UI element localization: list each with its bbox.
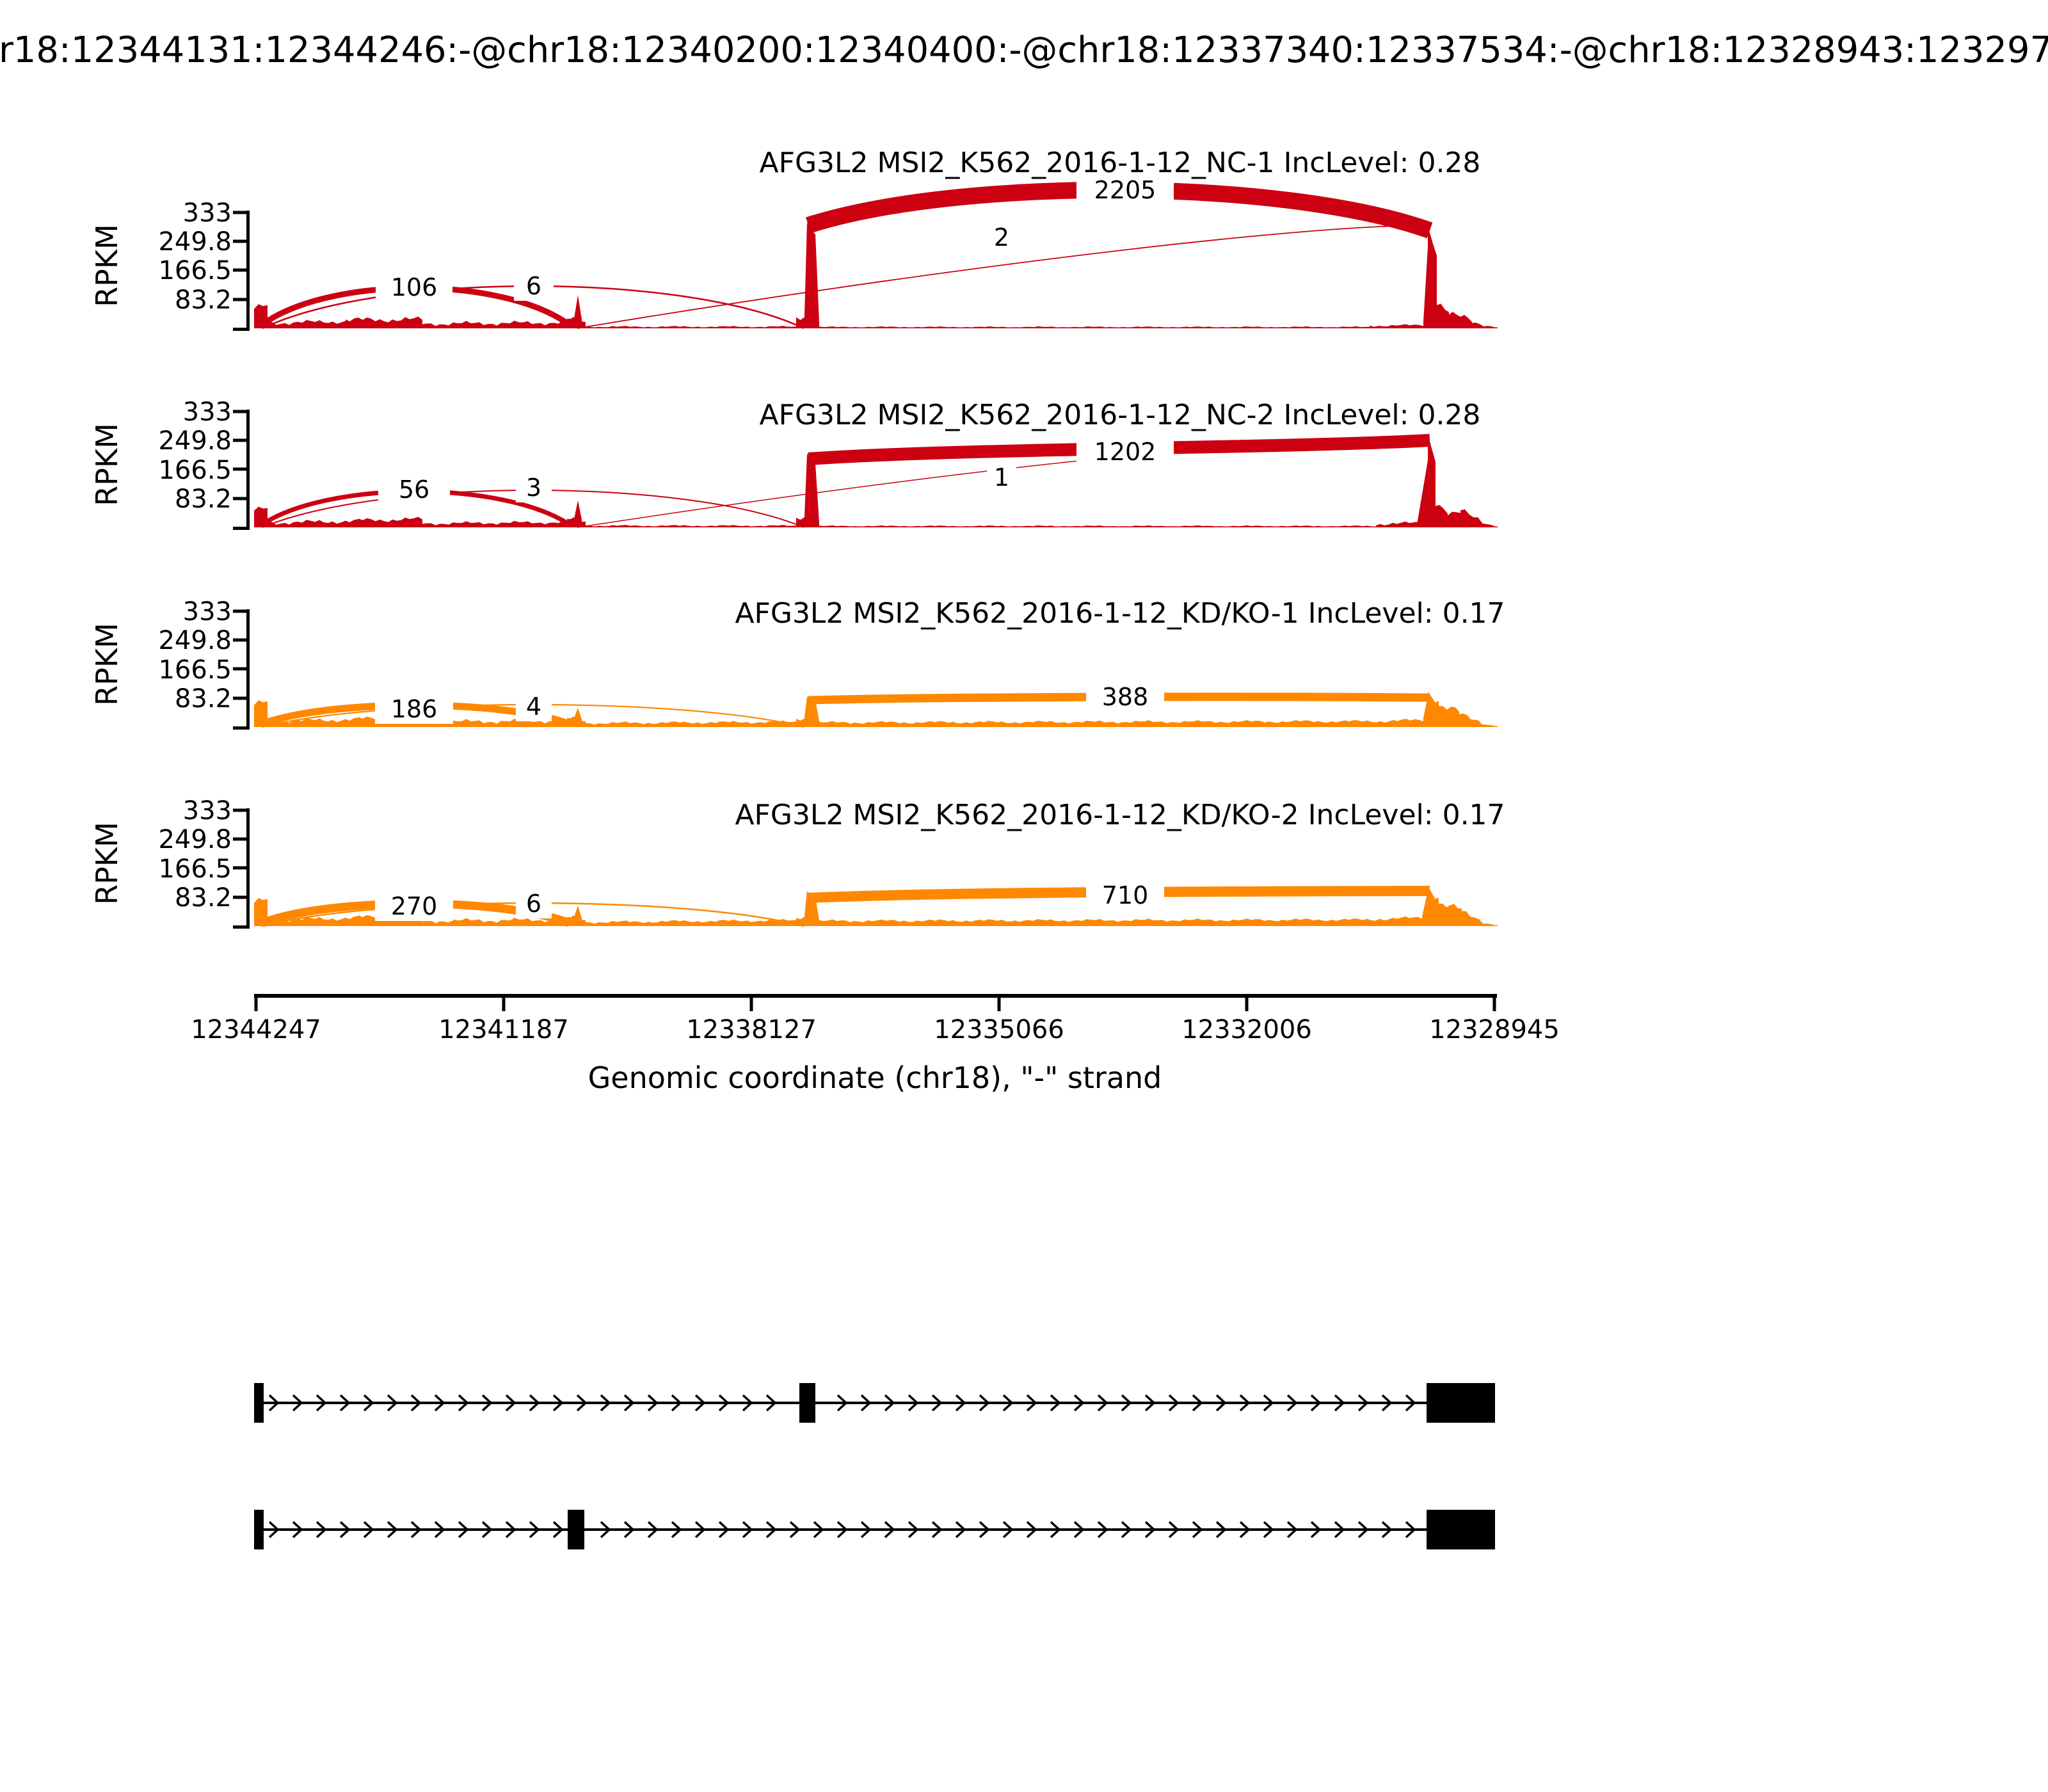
ytick-label: 249.8 bbox=[158, 825, 232, 854]
junction-count: 388 bbox=[1102, 683, 1149, 711]
ytick-label: 333 bbox=[183, 597, 232, 627]
track-title-kd1: AFG3L2 MSI2_K562_2016-1-12_KD/KO-1 IncLe… bbox=[735, 597, 1505, 630]
xtick-label: 12328945 bbox=[1429, 1015, 1560, 1044]
y-axis-label: RPKM bbox=[90, 423, 124, 506]
xtick-label: 12341187 bbox=[438, 1015, 569, 1044]
y-axis-label: RPKM bbox=[90, 224, 124, 307]
junction-count: 186 bbox=[391, 695, 438, 723]
ytick-label: 83.2 bbox=[175, 285, 232, 315]
ytick-label: 249.8 bbox=[158, 626, 232, 655]
junction-count: 4 bbox=[526, 692, 541, 721]
y-axis-label: RPKM bbox=[90, 822, 124, 905]
junction-count: 6 bbox=[526, 890, 541, 918]
junction-count: 2 bbox=[994, 223, 1009, 252]
y-axis-label: RPKM bbox=[90, 623, 124, 706]
xtick-label: 12332006 bbox=[1181, 1015, 1312, 1044]
ytick-label: 333 bbox=[183, 198, 232, 228]
ytick-label: 83.2 bbox=[175, 484, 232, 514]
junction-count: 56 bbox=[399, 476, 429, 504]
ytick-label: 166.5 bbox=[158, 854, 232, 884]
junction-count: 1 bbox=[994, 463, 1009, 492]
ytick-label: 333 bbox=[183, 397, 232, 427]
ytick-label: 166.5 bbox=[158, 456, 232, 485]
xtick-label: 12338127 bbox=[686, 1015, 817, 1044]
ytick-label: 83.2 bbox=[175, 684, 232, 714]
junction-count: 106 bbox=[391, 273, 438, 301]
x-axis-label: Genomic coordinate (chr18), "-" strand bbox=[588, 1060, 1162, 1095]
junction-count: 6 bbox=[526, 272, 541, 300]
ytick-label: 83.2 bbox=[175, 883, 232, 913]
junction-count: 1202 bbox=[1094, 438, 1156, 466]
xtick-label: 12344247 bbox=[191, 1015, 321, 1044]
track-title-kd2: AFG3L2 MSI2_K562_2016-1-12_KD/KO-2 IncLe… bbox=[735, 799, 1505, 831]
plot-graphics bbox=[233, 175, 1498, 1549]
figure-title: r18:12344131:12344246:-@chr18:12340200:1… bbox=[0, 29, 2048, 71]
ytick-label: 166.5 bbox=[158, 655, 232, 685]
ytick-label: 249.8 bbox=[158, 227, 232, 257]
ytick-label: 249.8 bbox=[158, 426, 232, 456]
ytick-label: 166.5 bbox=[158, 256, 232, 285]
track-title-nc2: AFG3L2 MSI2_K562_2016-1-12_NC-2 IncLevel… bbox=[760, 399, 1481, 431]
track-title-nc1: AFG3L2 MSI2_K562_2016-1-12_NC-1 IncLevel… bbox=[760, 147, 1481, 179]
junction-count: 270 bbox=[391, 892, 438, 920]
xtick-label: 12335066 bbox=[934, 1015, 1064, 1044]
junction-count: 710 bbox=[1102, 881, 1149, 909]
ytick-label: 333 bbox=[183, 796, 232, 826]
junction-count: 2205 bbox=[1094, 176, 1156, 204]
junction-count: 3 bbox=[526, 474, 541, 502]
